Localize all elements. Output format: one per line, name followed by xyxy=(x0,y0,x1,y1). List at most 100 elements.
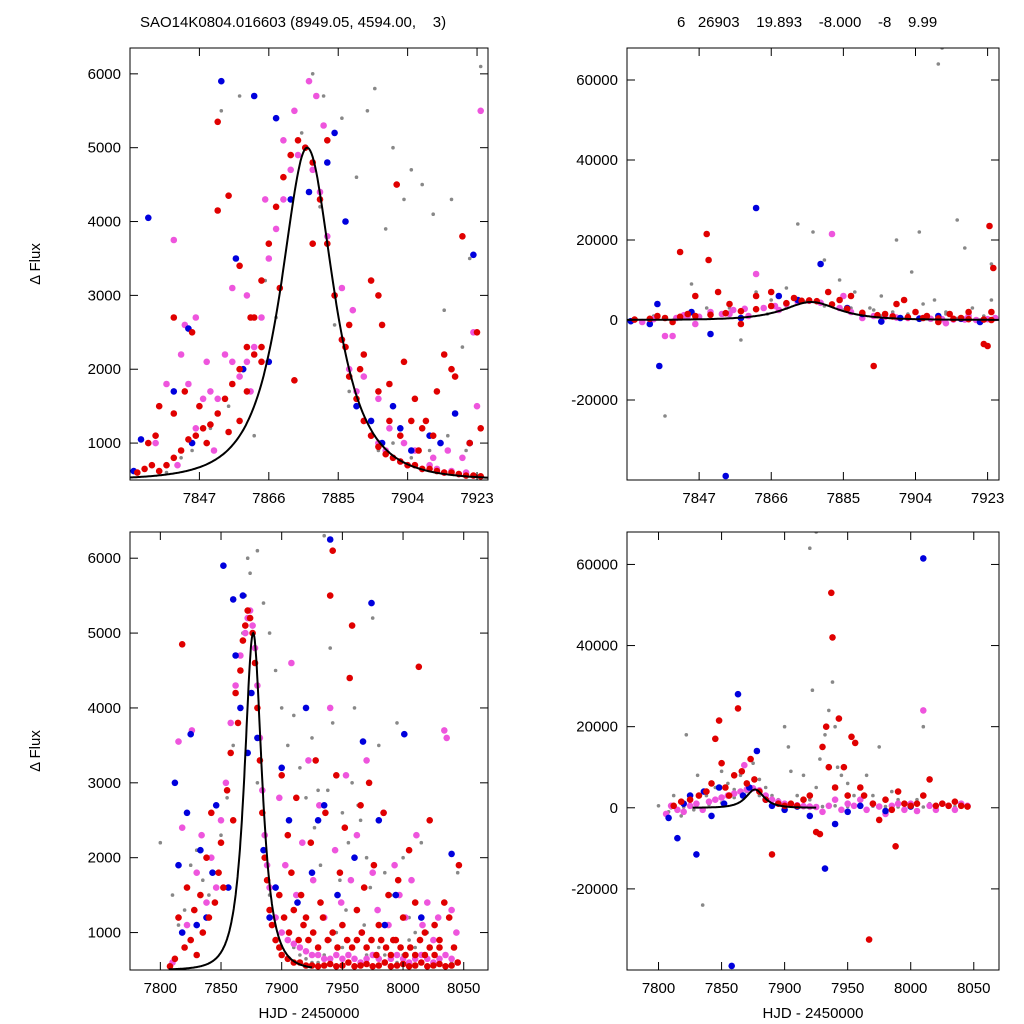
data-point xyxy=(426,817,434,824)
data-point xyxy=(170,314,178,321)
data-point xyxy=(242,622,249,629)
data-point xyxy=(686,802,694,810)
data-point xyxy=(984,342,991,350)
data-point xyxy=(342,218,349,225)
model-curve xyxy=(627,301,999,321)
data-point xyxy=(784,286,789,290)
data-point xyxy=(220,884,227,891)
data-point xyxy=(408,447,415,454)
data-point xyxy=(170,893,175,897)
data-point xyxy=(707,311,714,319)
data-point xyxy=(282,861,289,869)
data-point xyxy=(806,792,814,799)
figure-title-right: 6 26903 19.893 -8.000 -8 9.99 xyxy=(677,14,938,31)
data-point xyxy=(837,278,842,282)
data-point xyxy=(378,321,386,329)
data-point xyxy=(175,861,182,869)
data-point xyxy=(921,302,925,306)
data-point xyxy=(322,809,329,817)
data-point xyxy=(280,173,287,181)
data-point xyxy=(300,921,307,929)
data-point xyxy=(192,432,200,440)
plot-area xyxy=(656,532,971,970)
data-point xyxy=(178,641,186,648)
data-point xyxy=(405,846,413,854)
data-point xyxy=(309,240,317,247)
data-point xyxy=(829,634,836,641)
x-axis-label: HJD - 2450000 xyxy=(763,1005,864,1022)
data-point xyxy=(409,168,414,172)
data-point xyxy=(178,929,186,936)
data-point xyxy=(286,743,290,748)
data-point xyxy=(990,264,997,272)
data-point xyxy=(346,674,354,682)
data-point xyxy=(448,850,455,858)
data-point xyxy=(431,951,438,959)
series-blue xyxy=(665,555,927,970)
data-point xyxy=(265,255,273,262)
data-point xyxy=(320,962,328,969)
data-point xyxy=(305,936,312,944)
data-point xyxy=(828,589,835,597)
series-blue xyxy=(130,77,477,475)
data-point xyxy=(294,137,302,144)
data-point xyxy=(243,343,251,351)
data-point xyxy=(199,395,207,403)
data-point xyxy=(229,358,236,366)
data-point xyxy=(285,929,293,936)
data-point xyxy=(268,921,276,929)
data-point xyxy=(314,963,322,970)
data-point xyxy=(381,959,389,966)
data-point xyxy=(769,298,773,302)
data-point xyxy=(400,358,408,366)
data-point xyxy=(448,962,455,969)
data-point xyxy=(783,299,790,307)
data-point xyxy=(901,800,908,807)
y-tick-label: 3000 xyxy=(88,287,121,304)
data-point xyxy=(413,930,418,935)
data-point xyxy=(308,951,316,959)
data-point xyxy=(295,936,303,944)
data-point xyxy=(324,159,331,166)
x-tick-label: 7866 xyxy=(252,490,285,507)
data-point xyxy=(312,825,317,830)
data-point xyxy=(747,755,754,763)
data-point xyxy=(261,196,269,203)
data-point xyxy=(175,914,182,921)
data-point xyxy=(677,798,685,805)
data-point xyxy=(878,318,885,325)
data-point xyxy=(199,929,207,936)
data-point xyxy=(775,292,783,300)
data-point xyxy=(244,607,251,614)
data-point xyxy=(212,802,220,809)
data-point xyxy=(171,955,179,963)
data-point xyxy=(821,865,829,872)
data-point xyxy=(215,869,222,876)
data-point xyxy=(192,314,200,321)
data-point xyxy=(239,592,247,599)
data-point xyxy=(359,738,367,745)
data-point xyxy=(352,706,357,710)
data-point xyxy=(705,798,713,805)
data-point xyxy=(692,292,699,300)
data-point xyxy=(386,380,393,388)
data-point xyxy=(360,373,368,380)
data-point xyxy=(676,313,684,321)
data-point xyxy=(894,238,899,242)
data-point xyxy=(316,802,323,809)
data-point xyxy=(280,137,287,144)
data-point xyxy=(225,428,232,436)
data-point xyxy=(276,794,283,802)
data-point xyxy=(331,129,338,137)
series-blue xyxy=(171,536,455,936)
data-point xyxy=(196,402,203,410)
data-point xyxy=(422,417,430,425)
panel-top-right: 7847 7866 7885 7904 7923 -20000 0 20000 40000 600… xyxy=(571,47,1004,507)
y-tick-label: 40000 xyxy=(576,152,618,169)
data-point xyxy=(198,831,205,839)
data-point xyxy=(913,800,921,807)
data-point xyxy=(368,936,375,944)
data-point xyxy=(272,114,280,122)
data-point xyxy=(278,764,286,772)
data-point xyxy=(298,953,302,957)
